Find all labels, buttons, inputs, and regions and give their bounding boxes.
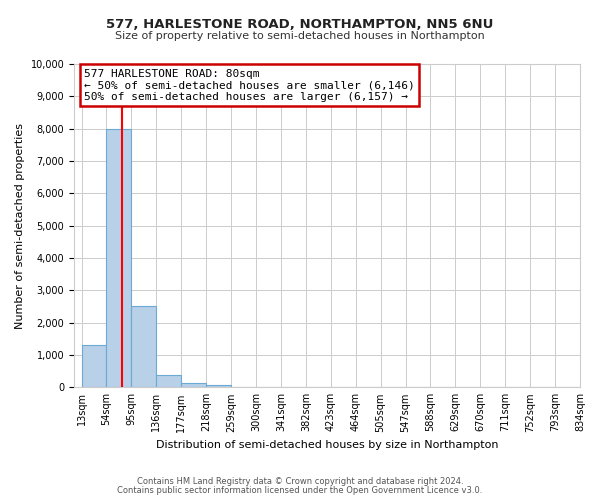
Bar [181,383,206,388]
Text: Contains public sector information licensed under the Open Government Licence v3: Contains public sector information licen… [118,486,482,495]
Text: 577, HARLESTONE ROAD, NORTHAMPTON, NN5 6NU: 577, HARLESTONE ROAD, NORTHAMPTON, NN5 6… [106,18,494,30]
Bar [156,375,181,388]
Text: Contains HM Land Registry data © Crown copyright and database right 2024.: Contains HM Land Registry data © Crown c… [137,477,463,486]
Text: Size of property relative to semi-detached houses in Northampton: Size of property relative to semi-detach… [115,31,485,41]
Bar [82,346,106,388]
Bar [106,128,131,388]
Bar [206,384,231,388]
Bar [131,306,156,388]
X-axis label: Distribution of semi-detached houses by size in Northampton: Distribution of semi-detached houses by … [156,440,498,450]
Text: 577 HARLESTONE ROAD: 80sqm
← 50% of semi-detached houses are smaller (6,146)
50%: 577 HARLESTONE ROAD: 80sqm ← 50% of semi… [84,69,415,102]
Y-axis label: Number of semi-detached properties: Number of semi-detached properties [15,122,25,328]
